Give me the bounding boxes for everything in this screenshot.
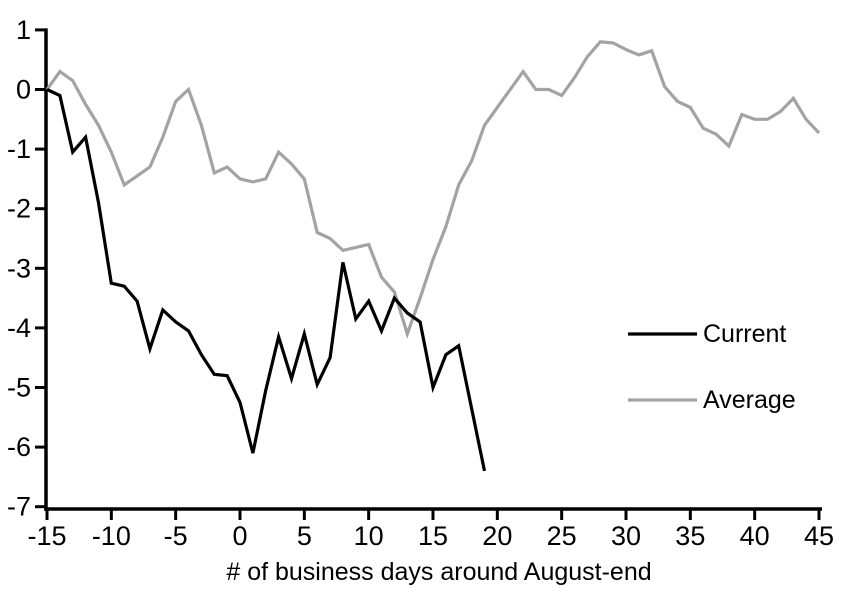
- y-tick-label: -3: [7, 253, 31, 283]
- y-tick-label: -4: [7, 313, 31, 343]
- y-tick-label: 0: [16, 75, 31, 105]
- x-tick-label: -10: [92, 521, 131, 551]
- y-tick-label: 1: [16, 15, 31, 45]
- x-tick-label: 15: [418, 521, 448, 551]
- y-tick-label: -7: [7, 492, 31, 522]
- x-tick-label: 10: [354, 521, 384, 551]
- x-tick-label: 30: [611, 521, 641, 551]
- x-tick-label: -5: [164, 521, 188, 551]
- average-line: [45, 40, 821, 339]
- x-axis-title: # of business days around August-end: [226, 558, 651, 586]
- x-tick-label: 40: [740, 521, 770, 551]
- current-line: [46, 88, 487, 472]
- y-tick-label: -6: [7, 432, 31, 462]
- x-tick-label: 5: [297, 521, 312, 551]
- x-tick-label: 25: [547, 521, 577, 551]
- y-tick-label: -1: [7, 134, 31, 164]
- x-tick-label: 45: [804, 521, 834, 551]
- y-tick-label: -2: [7, 194, 31, 224]
- legend-average-label: Average: [703, 386, 796, 414]
- x-tick-label: 0: [232, 521, 247, 551]
- legend-current-label: Current: [703, 320, 786, 348]
- x-tick-label: 20: [482, 521, 512, 551]
- x-tick-label: -15: [27, 521, 66, 551]
- x-tick-label: 35: [675, 521, 705, 551]
- y-tick-label: -5: [7, 373, 31, 403]
